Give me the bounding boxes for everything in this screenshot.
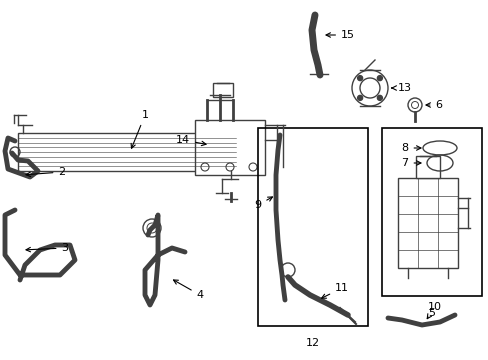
Text: 5: 5: [427, 308, 435, 318]
Text: 13: 13: [391, 83, 411, 93]
Bar: [415, 156, 439, 178]
Bar: [18, 133, 236, 171]
Text: 12: 12: [305, 338, 320, 348]
Text: 14: 14: [176, 135, 205, 146]
Text: 7: 7: [401, 158, 420, 168]
Circle shape: [377, 95, 382, 100]
Circle shape: [357, 76, 362, 81]
Circle shape: [357, 95, 362, 100]
Bar: [397, 178, 457, 268]
Text: 4: 4: [173, 280, 203, 300]
Circle shape: [377, 76, 382, 81]
Bar: [258, 128, 367, 326]
Text: 15: 15: [325, 30, 354, 40]
Text: 1: 1: [131, 110, 148, 148]
Text: 2: 2: [26, 167, 65, 177]
Text: 9: 9: [254, 197, 272, 210]
Text: 10: 10: [427, 302, 441, 319]
Text: 11: 11: [321, 283, 348, 298]
Bar: [195, 120, 264, 175]
Text: 3: 3: [26, 243, 68, 253]
Text: 8: 8: [401, 143, 420, 153]
Bar: [381, 128, 481, 296]
Bar: [213, 83, 232, 97]
Text: 6: 6: [425, 100, 442, 110]
